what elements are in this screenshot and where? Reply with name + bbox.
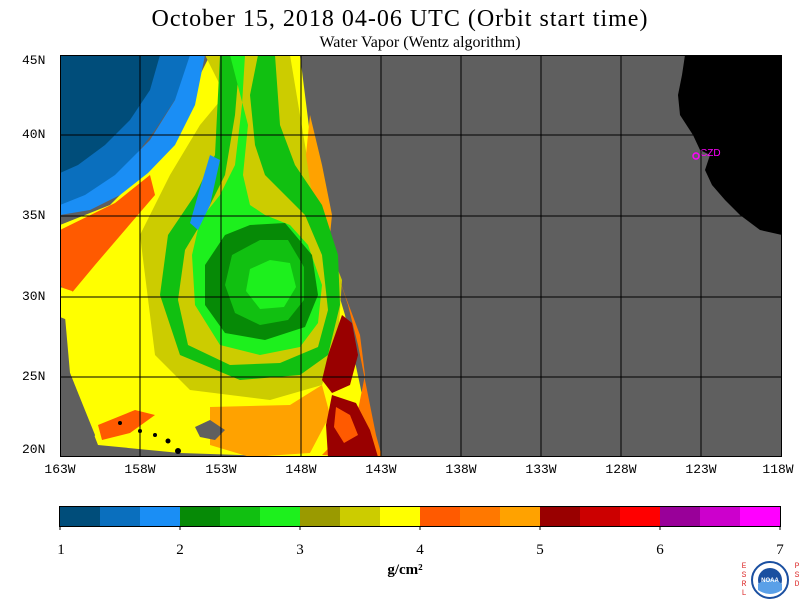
lon-label-128w: 128W	[605, 462, 637, 477]
lon-label-153w: 153W	[205, 462, 237, 477]
colorbar-cell	[260, 507, 301, 526]
lon-label-138w: 138W	[445, 462, 477, 477]
california-landmass	[678, 55, 782, 235]
colorbar-tick-1: 1	[57, 542, 65, 558]
water-vapor-map: CZD	[60, 55, 782, 457]
colorbar-cell	[580, 507, 621, 526]
colorbar-tick-5: 5	[536, 542, 544, 558]
station-label: CZD	[700, 148, 721, 159]
lat-label-40n: 40N	[22, 127, 46, 142]
colorbar-tick-2: 2	[176, 542, 184, 558]
colorbar-cell	[380, 507, 421, 526]
lat-label-25n: 25N	[22, 369, 46, 384]
colorbar-tick-6: 6	[656, 542, 664, 558]
colorbar	[59, 506, 781, 530]
lat-label-30n: 30N	[22, 289, 46, 304]
colorbar-cell	[740, 507, 781, 526]
colorbar-cell	[300, 507, 341, 526]
noaa-text: NOAA	[761, 578, 779, 584]
colorbar-cell	[340, 507, 381, 526]
colorbar-cell	[540, 507, 581, 526]
lon-label-118w: 118W	[762, 462, 794, 477]
map-title: October 15, 2018 04-06 UTC (Orbit start …	[151, 6, 649, 32]
colorbar-units: g/cm²	[387, 562, 423, 578]
colorbar-cell	[420, 507, 461, 526]
colorbar-cell	[220, 507, 261, 526]
lon-label-148w: 148W	[285, 462, 317, 477]
colorbar-cell	[500, 507, 541, 526]
colorbar-cell	[100, 507, 141, 526]
colorbar-cell	[180, 507, 221, 526]
lon-label-123w: 123W	[685, 462, 717, 477]
station-marker: CZD	[692, 148, 721, 160]
colorbar-cell	[60, 507, 101, 526]
noaa-emblem: NOAA	[751, 561, 789, 599]
lat-label-35n: 35N	[22, 208, 46, 223]
colorbar-tick-7: 7	[776, 542, 784, 558]
lon-label-143w: 143W	[365, 462, 397, 477]
colorbar-cell	[660, 507, 701, 526]
lon-label-158w: 158W	[124, 462, 156, 477]
map-subtitle: Water Vapor (Wentz algorithm)	[319, 34, 521, 51]
lon-label-133w: 133W	[525, 462, 557, 477]
colorbar-tick-4: 4	[416, 542, 424, 558]
lat-lon-grid	[60, 55, 782, 457]
colorbar-cell	[700, 507, 741, 526]
colorbar-cell	[620, 507, 661, 526]
colorbar-cell	[140, 507, 181, 526]
colorbar-cell	[460, 507, 501, 526]
lon-label-163w: 163W	[44, 462, 76, 477]
colorbar-tick-3: 3	[296, 542, 304, 558]
lat-label-45n: 45N	[22, 53, 46, 68]
lat-label-20n: 20N	[22, 442, 46, 457]
